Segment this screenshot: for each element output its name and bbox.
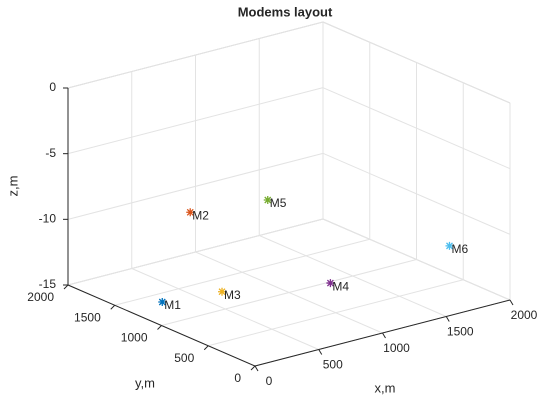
point-label: M1 [164, 298, 181, 312]
z-tick-label: 0 [49, 80, 56, 94]
marker [186, 208, 195, 217]
x-tick [254, 365, 259, 372]
x-tick-label: 1000 [383, 341, 410, 355]
x-tick [509, 299, 514, 306]
x-tick [445, 316, 450, 322]
point-label: M4 [332, 279, 349, 293]
y-tick-label: 0 [234, 371, 241, 385]
grid-line [208, 279, 464, 347]
x-tick-label: 2000 [511, 308, 538, 322]
grid-line [67, 87, 324, 155]
point-label: M6 [451, 242, 468, 256]
point-label: M3 [224, 288, 241, 302]
y-tick [110, 304, 116, 310]
y-tick [250, 365, 256, 371]
z-axis-label: z,m [5, 176, 20, 197]
marker [158, 298, 167, 307]
y-tick [157, 325, 162, 330]
x-tick [318, 349, 323, 355]
grid-line [322, 87, 511, 170]
point-label: M2 [192, 208, 209, 222]
x-tick-label: 1500 [447, 325, 474, 339]
marker [218, 287, 227, 296]
x-axis-label: x,m [375, 380, 396, 395]
z-tick-label: -5 [45, 146, 56, 160]
z-tick-label: -15 [39, 277, 57, 291]
marker [326, 279, 335, 288]
marker [263, 195, 272, 204]
y-tick-label: 1500 [74, 310, 101, 324]
y-tick [63, 284, 69, 290]
z-tick-label: -10 [39, 212, 57, 226]
y-tick-label: 500 [174, 351, 194, 365]
chart-title: Modems layout [238, 4, 333, 19]
point-label: M5 [270, 196, 287, 210]
grid-line [322, 152, 511, 235]
grid-line [322, 218, 511, 301]
grid-line [322, 21, 511, 104]
grid-line [67, 218, 324, 286]
y-tick-label: 1000 [121, 331, 148, 345]
grid-line [114, 238, 370, 306]
x-tick-label: 0 [266, 374, 273, 388]
grid-line [161, 259, 417, 326]
y-tick-label: 2000 [27, 290, 54, 304]
marker [445, 241, 454, 250]
x-tick-label: 500 [323, 358, 343, 372]
grid-line [67, 21, 324, 89]
grid-line [67, 152, 324, 220]
x-tick [382, 332, 386, 339]
y-tick [203, 345, 209, 351]
y-axis-label: y,m [135, 375, 155, 390]
